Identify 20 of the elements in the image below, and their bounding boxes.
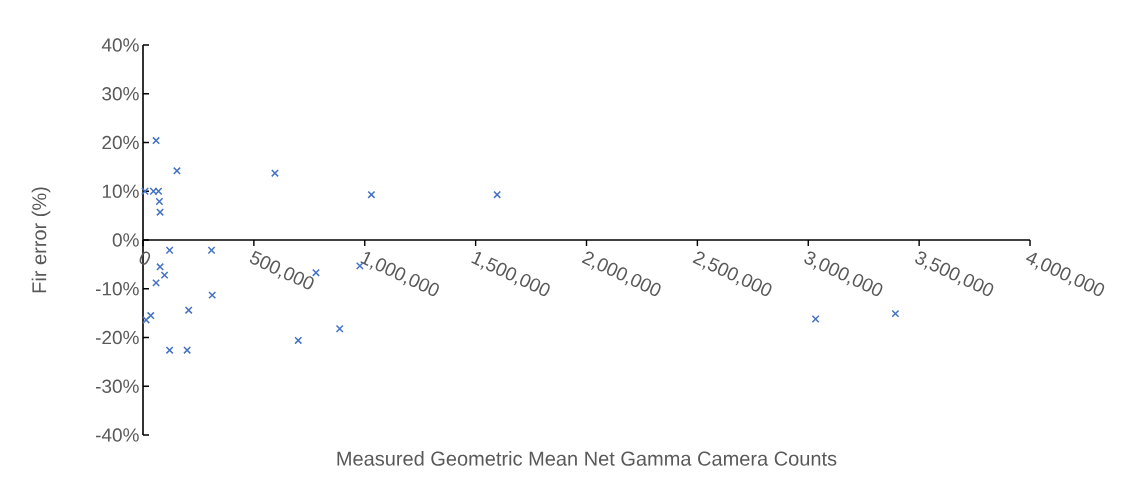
y-tick-label: -20% xyxy=(95,330,139,345)
point xyxy=(208,291,217,300)
point xyxy=(891,309,900,318)
point xyxy=(142,316,151,324)
x-axis-title: Measured Geometric Mean Net Gamma Camera Counts xyxy=(337,451,837,466)
y-tick-label: 10% xyxy=(102,184,139,198)
y-tick-label: -30% xyxy=(95,379,139,393)
point xyxy=(335,324,344,333)
y-tick-label: -10% xyxy=(95,282,139,296)
x-tick-label: 0 xyxy=(139,251,151,265)
y-axis-title: Fir error (%) xyxy=(31,187,51,293)
y-tick-label: -40% xyxy=(95,428,139,442)
y-tick-label: 0% xyxy=(112,233,139,247)
point xyxy=(183,346,192,355)
point xyxy=(152,278,161,287)
y-tick-label: 20% xyxy=(102,135,139,150)
y-tick-label: 40% xyxy=(101,38,139,52)
y-tick-label: 30% xyxy=(102,87,139,101)
point xyxy=(184,306,193,315)
point xyxy=(160,271,169,280)
